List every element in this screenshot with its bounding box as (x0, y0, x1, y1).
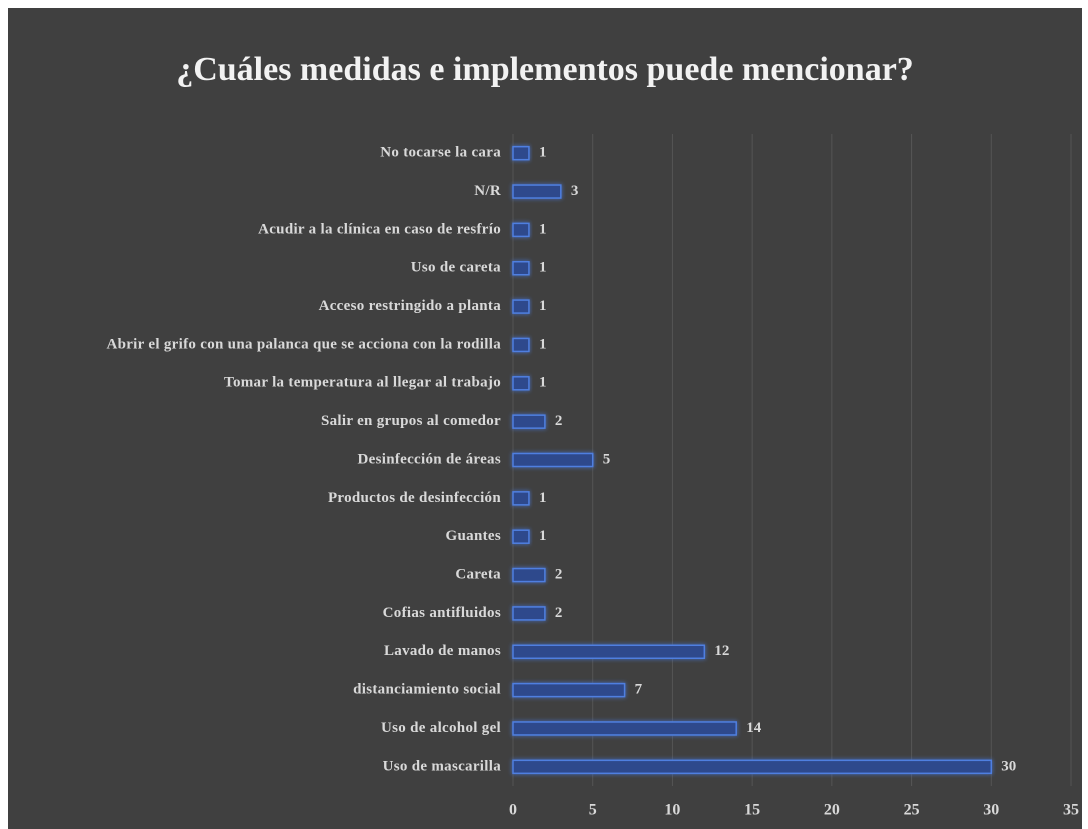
y-tick-label: Guantes (446, 528, 501, 544)
data-label: 2 (555, 605, 563, 621)
y-tick-label: Acceso restringido a planta (319, 298, 502, 314)
bar (512, 299, 530, 314)
y-tick-label: Productos de desinfección (328, 490, 501, 506)
bar (512, 567, 546, 583)
bar (512, 376, 530, 391)
data-label: 7 (635, 682, 643, 698)
y-tick-label: Lavado de manos (384, 643, 501, 659)
data-label: 3 (571, 183, 579, 199)
bar (512, 337, 530, 353)
x-tick-label: 15 (744, 802, 760, 819)
y-tick-label: Uso de careta (411, 260, 501, 276)
bar (512, 260, 530, 276)
y-tick-label: Careta (455, 566, 501, 582)
bar (512, 222, 530, 238)
bar (512, 184, 562, 199)
data-label: 2 (555, 566, 563, 582)
y-tick-label: Abrir el grifo con una palanca que se ac… (106, 336, 501, 352)
bar (512, 721, 737, 736)
bar (512, 644, 706, 660)
bar (512, 759, 993, 775)
x-tick-label: 0 (509, 802, 517, 819)
bar (512, 491, 530, 506)
y-tick-label: N/R (474, 183, 501, 199)
data-label: 14 (746, 720, 762, 736)
y-tick-label: No tocarse la cara (380, 145, 501, 161)
data-label: 1 (539, 528, 547, 544)
data-label: 1 (539, 375, 547, 391)
x-tick-label: 5 (589, 802, 597, 819)
x-tick-label: 35 (1063, 802, 1079, 819)
y-tick-label: distanciamiento social (353, 682, 501, 698)
y-tick-label: Tomar la temperatura al llegar al trabaj… (224, 375, 501, 391)
data-label: 1 (539, 490, 547, 506)
bar (512, 682, 626, 698)
bar (512, 606, 546, 621)
y-tick-label: Desinfección de áreas (358, 451, 502, 467)
y-tick-label: Salir en grupos al comedor (321, 413, 501, 429)
x-tick-label: 20 (824, 802, 840, 819)
data-label: 2 (555, 413, 563, 429)
bar (512, 414, 546, 429)
bar (512, 452, 594, 468)
data-label: 12 (714, 643, 729, 659)
y-tick-label: Acudir a la clínica en caso de resfrío (258, 221, 501, 237)
bar (512, 145, 530, 161)
data-label: 5 (603, 451, 611, 467)
y-tick-label: Uso de mascarilla (383, 758, 502, 774)
bar (512, 529, 530, 544)
y-tick-label: Uso de alcohol gel (381, 720, 501, 736)
data-label: 1 (539, 221, 547, 237)
data-label: 30 (1001, 758, 1016, 774)
chart-title: ¿Cuáles medidas e implementos puede menc… (176, 51, 914, 88)
data-label: 1 (539, 145, 547, 161)
x-tick-label: 30 (983, 802, 999, 819)
y-tick-label: Cofias antifluidos (383, 605, 501, 621)
x-tick-label: 10 (664, 802, 680, 819)
x-tick-label: 25 (904, 802, 920, 819)
data-label: 1 (539, 298, 547, 314)
data-label: 1 (539, 260, 547, 276)
data-label: 1 (539, 336, 547, 352)
